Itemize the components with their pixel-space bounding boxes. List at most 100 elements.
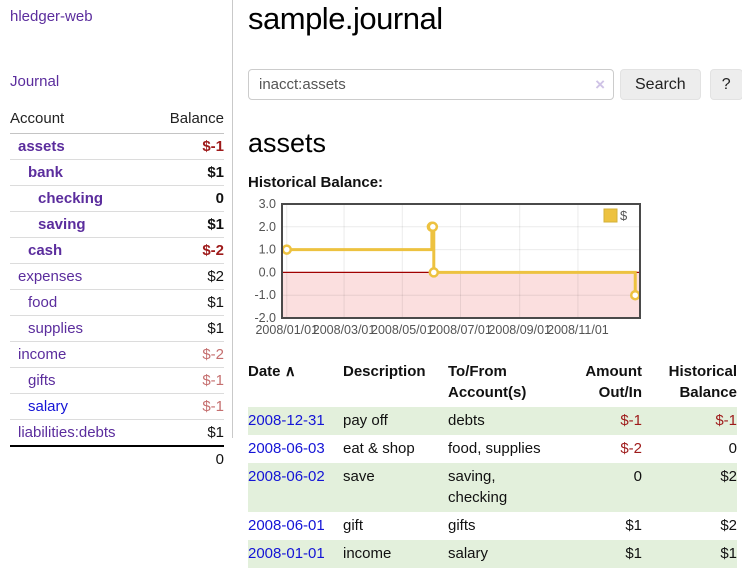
account-row: assets $-1 xyxy=(10,134,224,160)
accounts-total-value: 0 xyxy=(215,451,224,468)
account-link[interactable]: supplies xyxy=(28,320,84,337)
account-link[interactable]: income xyxy=(18,346,67,363)
register-row: 2008-01-01 income salary $1 $1 xyxy=(248,540,737,568)
transaction-date-link[interactable]: 2008-01-01 xyxy=(248,545,325,562)
y-axis-tick-label: -2.0 xyxy=(254,311,276,325)
date-column-header[interactable]: Date ∧ xyxy=(248,363,296,380)
register-row: 2008-06-02 save saving, checking 0 $2 xyxy=(248,463,737,512)
balance-column-header: Balance xyxy=(151,106,224,134)
transaction-accounts: salary xyxy=(448,545,489,562)
accounts-total-row: 0 xyxy=(10,446,224,472)
account-row: income $-2 xyxy=(10,341,224,368)
balance-column-header-register: Historical Balance xyxy=(668,363,737,401)
account-balance: $-2 xyxy=(202,346,224,363)
y-axis-tick-label: 1.0 xyxy=(259,243,276,257)
transaction-description: eat & shop xyxy=(343,440,415,457)
account-row: liabilities:debts $1 xyxy=(10,419,224,447)
main-content: sample.journal × Search ? assets Histori… xyxy=(233,0,742,568)
sidebar: hledger-web Journal Account Balance asse… xyxy=(0,0,233,568)
search-button[interactable]: Search xyxy=(620,69,701,100)
account-link[interactable]: cash xyxy=(28,242,63,259)
account-balance: $-2 xyxy=(202,242,224,259)
balance-chart-svg: $3.0 2.0 1.0 0.0 -1.0 -2.02008/01/012008/03/0… xyxy=(254,197,641,337)
transaction-amount: $1 xyxy=(625,517,642,534)
transaction-date-link[interactable]: 2008-06-01 xyxy=(248,517,325,534)
transaction-balance: $-1 xyxy=(715,412,737,429)
transaction-amount: $-1 xyxy=(620,412,642,429)
transaction-date-link[interactable]: 2008-12-31 xyxy=(248,412,325,429)
account-link[interactable]: liabilities:debts xyxy=(18,424,116,441)
accounts-table-body: assets $-1 bank $1 checking 0 saving $1 cash $-2 e… xyxy=(10,134,224,447)
amount-column-header: Amount Out/In xyxy=(585,363,642,401)
account-row: food $1 xyxy=(10,289,224,316)
register-row: 2008-12-31 pay off debts $-1 $-1 xyxy=(248,407,737,435)
transaction-balance: $1 xyxy=(720,545,737,562)
accounts-table-header: Account Balance xyxy=(10,106,224,134)
account-balance: $1 xyxy=(207,424,224,441)
balance-chart: $3.0 2.0 1.0 0.0 -1.0 -2.0 2008/01/01 2008/03/0… xyxy=(248,196,742,342)
search-help-button[interactable]: ? xyxy=(709,69,742,100)
transaction-description: save xyxy=(343,468,375,485)
transaction-balance: $2 xyxy=(720,468,737,485)
transaction-balance: 0 xyxy=(728,440,737,457)
chart-negative-region xyxy=(282,272,640,318)
account-heading: assets xyxy=(248,128,327,158)
account-row: saving $1 xyxy=(10,211,224,238)
transaction-amount: 0 xyxy=(633,468,642,485)
legend-label: $ xyxy=(620,208,628,223)
chart-point xyxy=(428,267,440,278)
register-row: 2008-06-03 eat & shop food, supplies $-2 0 xyxy=(248,435,737,463)
account-row: bank $1 xyxy=(10,159,224,186)
account-balance: 0 xyxy=(215,190,224,207)
y-axis-tick-label: 3.0 xyxy=(259,197,276,211)
description-column-header: Description xyxy=(343,363,426,380)
y-axis-tick-label: -1.0 xyxy=(254,288,276,302)
register-header-row: Date ∧ Description To/From Account(s) Am… xyxy=(248,359,737,407)
sort-ascending-icon: ∧ xyxy=(284,363,296,380)
register-table: Date ∧ Description To/From Account(s) Am… xyxy=(248,359,737,568)
account-row: salary $-1 xyxy=(10,393,224,420)
x-axis-tick-label: 2008/01/01 xyxy=(255,323,318,337)
y-axis-tick-label: 0.0 xyxy=(259,265,276,279)
transaction-date-link[interactable]: 2008-06-03 xyxy=(248,440,325,457)
account-link[interactable]: checking xyxy=(38,190,104,207)
search-box: × xyxy=(248,69,614,100)
transaction-accounts: saving, checking xyxy=(448,468,508,506)
chart-border xyxy=(281,203,641,319)
account-balance: $1 xyxy=(207,320,224,337)
x-axis-tick-label: 2008/11/01 xyxy=(547,323,609,337)
account-link[interactable]: assets xyxy=(18,138,65,155)
search-input[interactable] xyxy=(248,69,614,100)
account-link[interactable]: food xyxy=(28,294,58,311)
transaction-accounts: debts xyxy=(448,412,485,429)
search-form: × Search ? xyxy=(248,69,742,100)
account-balance: $1 xyxy=(207,164,224,181)
account-row: checking 0 xyxy=(10,185,224,212)
sidebar-item-journal[interactable]: Journal xyxy=(10,73,60,90)
account-link[interactable]: gifts xyxy=(28,372,56,389)
account-link[interactable]: bank xyxy=(28,164,64,181)
account-link[interactable]: salary xyxy=(28,398,69,415)
account-balance: $1 xyxy=(207,216,224,233)
sidebar-divider xyxy=(232,0,233,438)
register-table-body: 2008-12-31 pay off debts $-1 $-1 2008-06-03 ea… xyxy=(248,407,737,568)
account-row: cash $-2 xyxy=(10,237,224,264)
transaction-accounts: gifts xyxy=(448,517,476,534)
chart-point xyxy=(281,244,293,255)
account-link[interactable]: expenses xyxy=(18,268,83,285)
x-axis-tick-label: 2008/05/01 xyxy=(371,323,434,337)
x-axis-tick-label: 2008/07/01 xyxy=(429,323,492,337)
chart-title: Historical Balance: xyxy=(248,174,384,191)
account-link[interactable]: saving xyxy=(38,216,86,233)
x-axis-tick-label: 2008/03/01 xyxy=(313,323,376,337)
transaction-accounts: food, supplies xyxy=(448,440,541,457)
page: hledger-web Journal Account Balance asse… xyxy=(0,0,742,568)
transaction-description: gift xyxy=(343,517,364,534)
transaction-description: income xyxy=(343,545,392,562)
account-balance: $2 xyxy=(207,268,224,285)
account-row: gifts $-1 xyxy=(10,367,224,394)
chart-point xyxy=(427,221,439,233)
app-title-link[interactable]: hledger-web xyxy=(10,8,93,25)
clear-search-icon[interactable]: × xyxy=(595,75,605,94)
transaction-date-link[interactable]: 2008-06-02 xyxy=(248,468,325,485)
